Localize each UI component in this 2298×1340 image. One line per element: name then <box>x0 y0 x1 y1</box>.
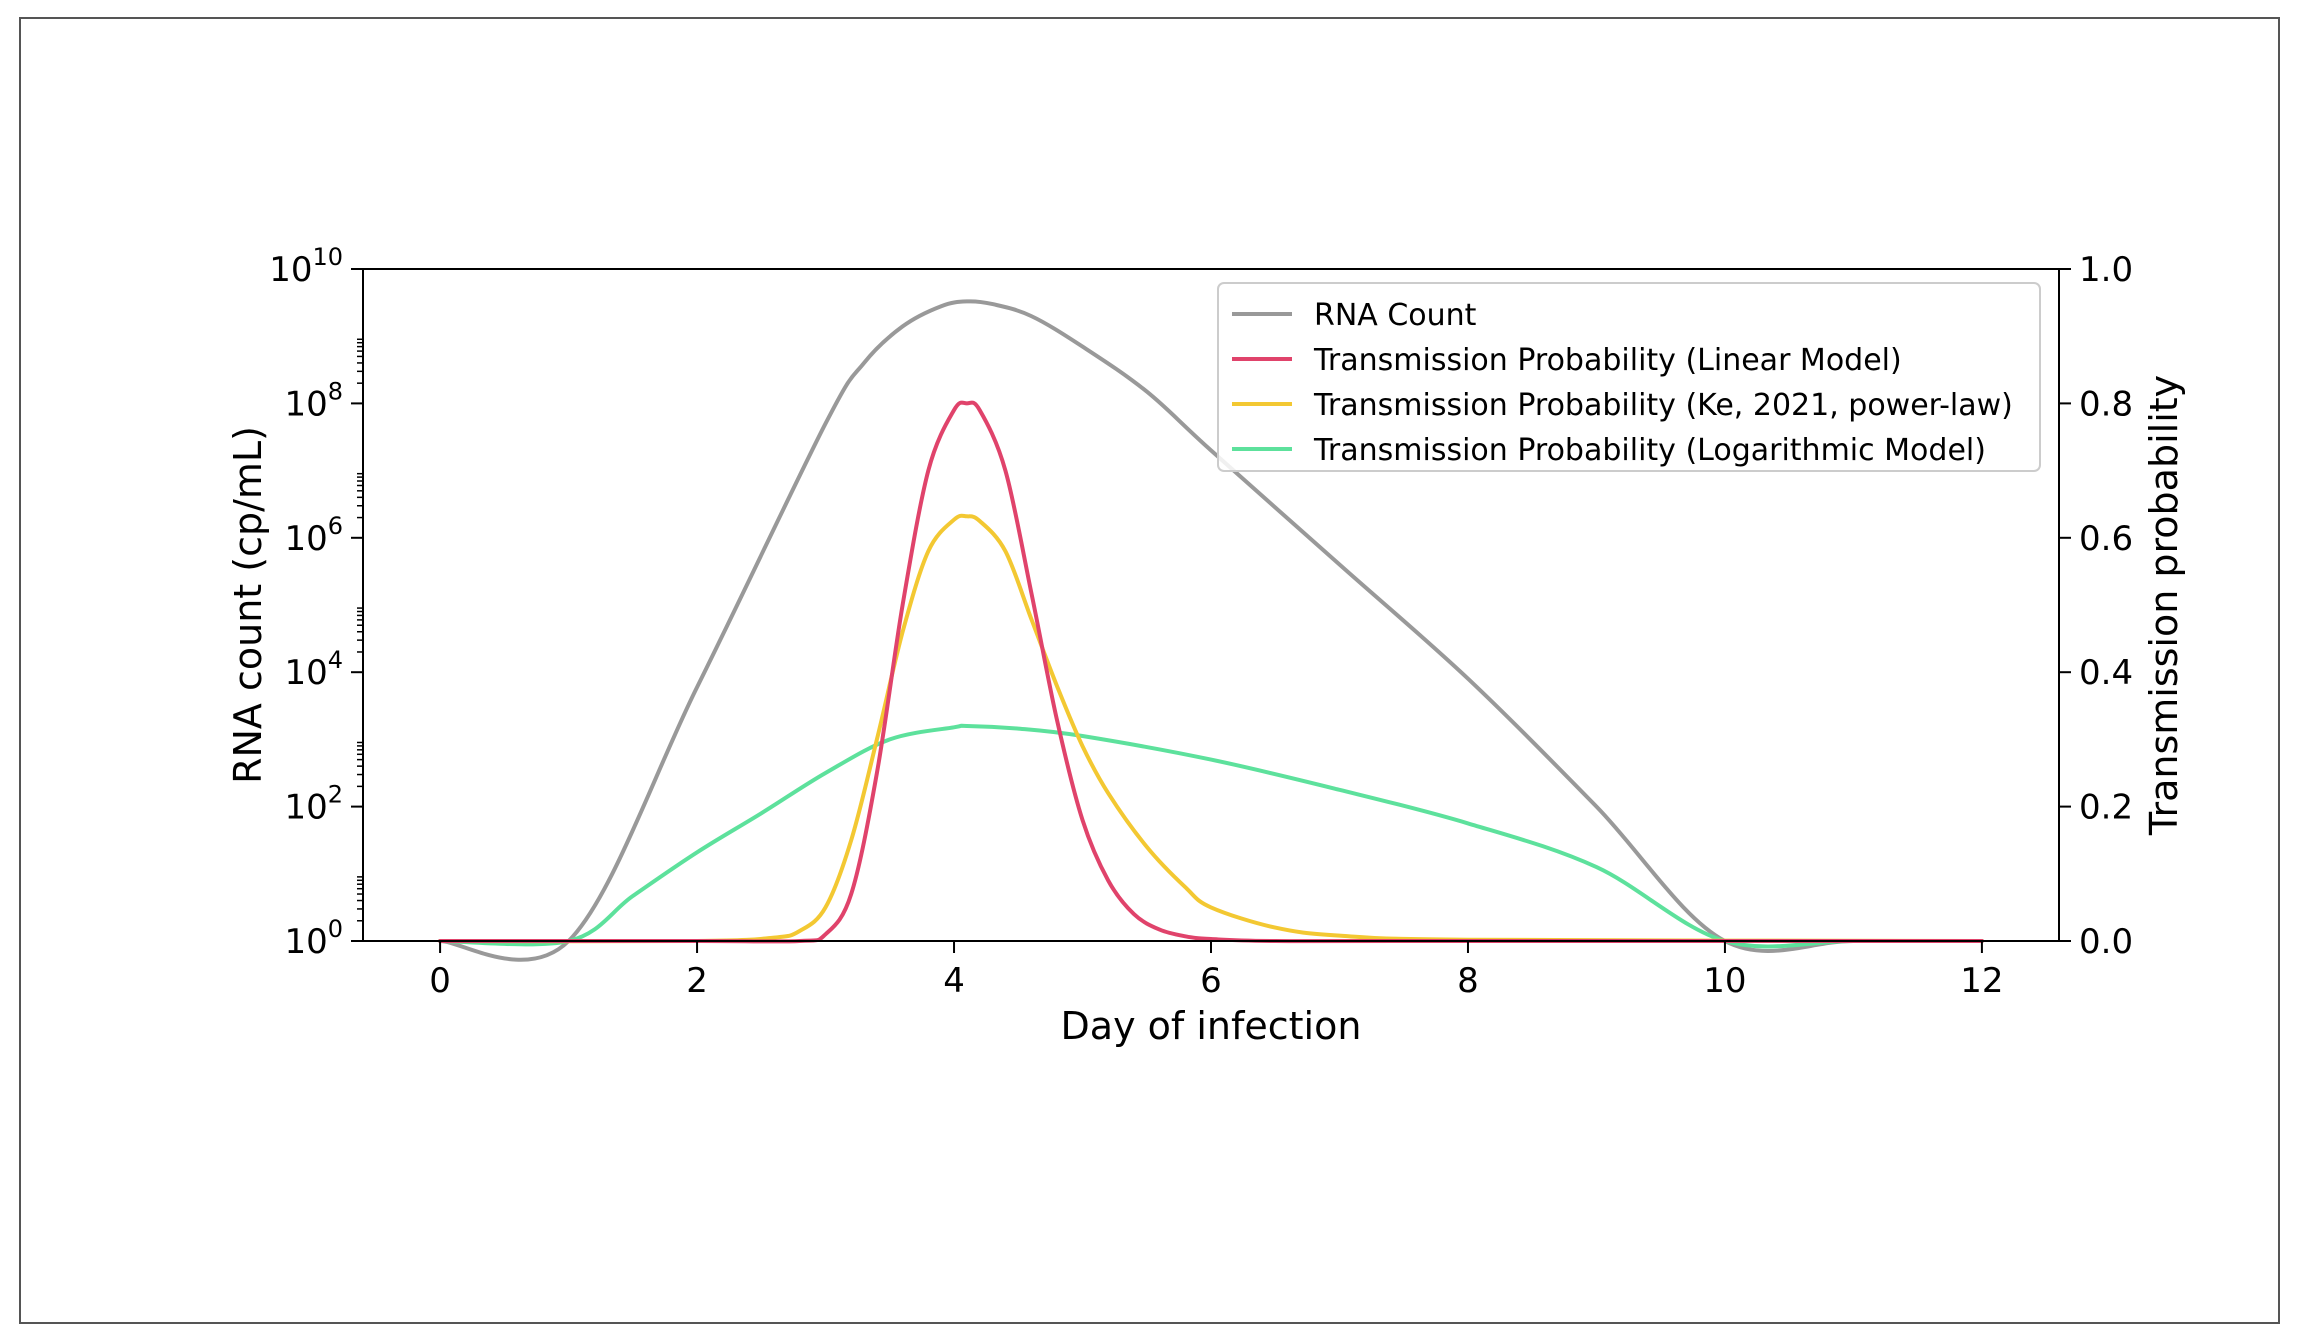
right-y-tick-label: 0.0 <box>2079 922 2133 962</box>
left-y-tick-label: 102 <box>284 781 343 828</box>
right-y-tick-label: 0.2 <box>2079 788 2133 828</box>
x-tick-label: 10 <box>1703 961 1746 1001</box>
left-y-tick-label: 104 <box>284 646 343 693</box>
left-y-tick-label: 108 <box>284 377 343 424</box>
right-y-axis-title: Transmission probability <box>2142 375 2186 836</box>
right-y-tick-label: 0.4 <box>2079 653 2133 693</box>
right-y-tick-label: 0.8 <box>2079 384 2133 424</box>
legend-label-4: Transmission Probability (Logarithmic Mo… <box>1313 433 1986 468</box>
right-y-tick-label: 0.6 <box>2079 519 2133 559</box>
legend-label-1: RNA Count <box>1314 298 1477 333</box>
right-y-axis: 0.0 0.2 0.4 0.6 0.8 1.0 <box>2059 250 2133 962</box>
figure-frame: 0 2 4 6 8 10 12 100 102 104 106 108 1010 0.0 0.2 0.4 0… <box>19 17 2280 1324</box>
x-tick-label: 8 <box>1457 961 1479 1001</box>
x-axis: 0 2 4 6 8 10 12 <box>429 941 2004 1001</box>
legend-box <box>1217 282 2041 472</box>
left-y-axis: 100 102 104 106 108 1010 <box>269 243 363 962</box>
x-tick-label: 2 <box>686 961 708 1001</box>
x-tick-label: 12 <box>1960 961 2003 1001</box>
series-line-3 <box>438 513 1984 944</box>
series-line-1 <box>438 299 1984 962</box>
left-y-tick-label: 106 <box>284 512 343 559</box>
right-y-tick-label: 1.0 <box>2079 250 2133 290</box>
legend-label-2: Transmission Probability (Linear Model) <box>1313 343 1902 378</box>
x-axis-title: Day of infection <box>1061 1004 1362 1048</box>
x-tick-label: 6 <box>1200 961 1222 1001</box>
left-y-axis-title: RNA count (cp/mL) <box>226 426 270 784</box>
x-tick-label: 0 <box>429 961 451 1001</box>
x-tick-label: 4 <box>943 961 965 1001</box>
series-line-2 <box>438 400 1984 944</box>
left-y-tick-label: 1010 <box>269 243 343 290</box>
legend: RNA Count Transmission Probability (Linea… <box>1217 282 2041 472</box>
left-y-tick-label: 100 <box>284 915 343 962</box>
legend-label-3: Transmission Probability (Ke, 2021, powe… <box>1313 388 2013 423</box>
series-line-4 <box>438 723 1984 949</box>
